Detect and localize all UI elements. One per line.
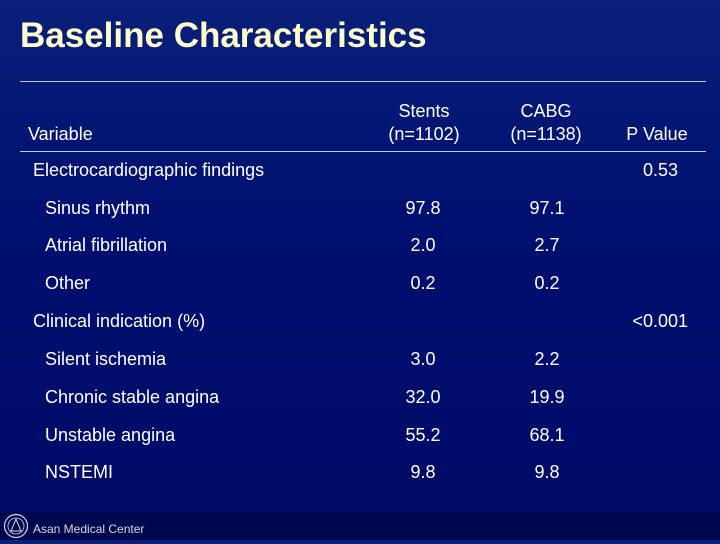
row-label: Unstable angina bbox=[45, 425, 176, 445]
row-label: Atrial fibrillation bbox=[45, 235, 168, 255]
header-pvalue: P Value bbox=[626, 124, 688, 144]
row-cabg-value: 19.9 bbox=[529, 387, 565, 407]
section-pvalue: <0.001 bbox=[632, 311, 688, 331]
header-stents: Stents (n=1102) bbox=[364, 100, 484, 146]
asan-emblem-icon bbox=[3, 513, 29, 544]
row-cabg-value: 2.7 bbox=[534, 235, 560, 255]
row-cabg-value: 68.1 bbox=[529, 425, 565, 445]
row-cabg-value: 2.2 bbox=[534, 349, 560, 369]
header-stents-line1: Stents bbox=[398, 101, 450, 121]
row-cabg-value: 97.1 bbox=[529, 198, 565, 218]
header-divider bbox=[20, 151, 706, 152]
row-label: Silent ischemia bbox=[45, 349, 167, 369]
header-cabg-line2: (n=1138) bbox=[510, 124, 582, 144]
page-title: Baseline Characteristics bbox=[20, 16, 427, 55]
row-stents-value: 2.0 bbox=[410, 235, 436, 255]
row-stents-value: 55.2 bbox=[405, 425, 441, 445]
row-label: NSTEMI bbox=[45, 462, 114, 482]
row-stents-value: 3.0 bbox=[410, 349, 436, 369]
row-label: Other bbox=[45, 273, 91, 293]
row-label: Sinus rhythm bbox=[45, 198, 151, 218]
header-cabg: CABG (n=1138) bbox=[486, 100, 606, 146]
title-divider bbox=[20, 81, 706, 82]
header-stents-line2: (n=1102) bbox=[388, 124, 460, 144]
section-pvalue: 0.53 bbox=[642, 160, 678, 180]
section-label: Clinical indication (%) bbox=[33, 311, 206, 331]
row-cabg-value: 9.8 bbox=[534, 462, 560, 482]
row-stents-value: 32.0 bbox=[405, 387, 441, 407]
row-stents-value: 0.2 bbox=[410, 273, 436, 293]
row-stents-value: 9.8 bbox=[410, 462, 436, 482]
header-variable: Variable bbox=[28, 124, 93, 144]
row-cabg-value: 0.2 bbox=[534, 273, 560, 293]
row-stents-value: 97.8 bbox=[405, 198, 441, 218]
row-label: Chronic stable angina bbox=[45, 387, 220, 407]
footer-bar bbox=[0, 512, 720, 540]
footer-org: Asan Medical Center bbox=[33, 522, 145, 536]
section-label: Electrocardiographic findings bbox=[33, 160, 265, 180]
header-cabg-line1: CABG bbox=[520, 101, 572, 121]
